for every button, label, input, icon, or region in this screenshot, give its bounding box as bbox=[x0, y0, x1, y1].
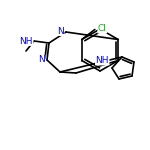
Text: Cl: Cl bbox=[98, 24, 107, 33]
Text: N: N bbox=[57, 27, 64, 36]
Text: NH: NH bbox=[96, 56, 109, 65]
Text: NH: NH bbox=[20, 36, 33, 45]
Text: N: N bbox=[38, 56, 45, 64]
